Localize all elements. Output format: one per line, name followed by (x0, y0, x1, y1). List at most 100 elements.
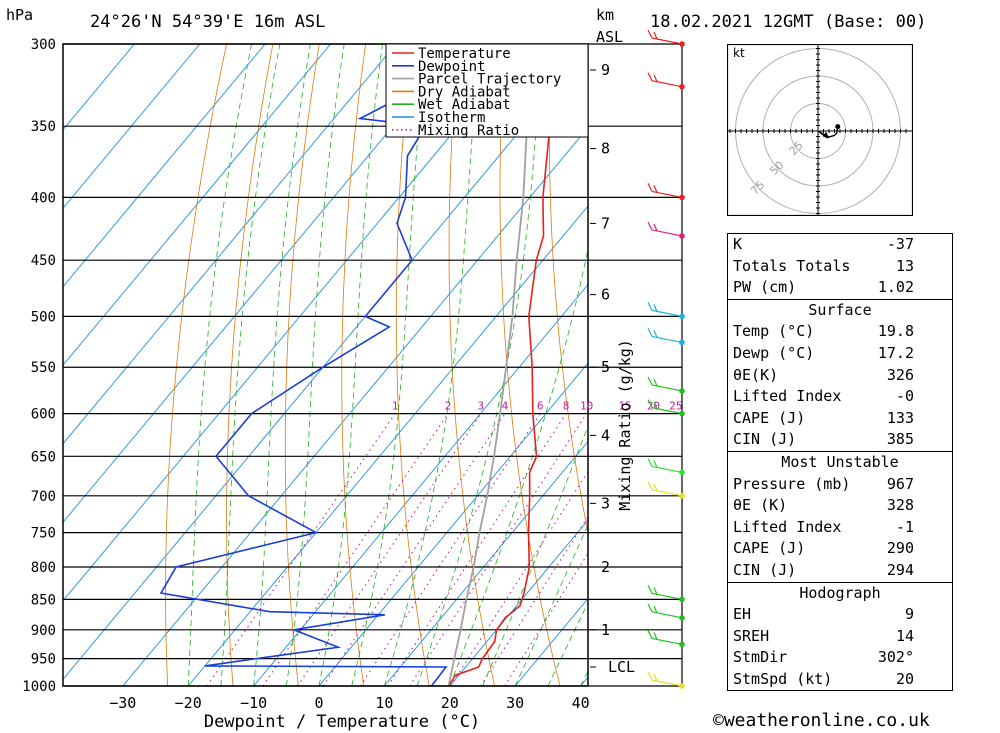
section-title: Surface (808, 300, 872, 319)
mixing-ratio-label: 15 (619, 400, 632, 413)
wind-barb (647, 72, 683, 88)
height-ref-label: ASL (596, 28, 624, 46)
index-label: Pressure (mb) (733, 474, 851, 493)
index-value: 294 (886, 560, 914, 579)
index-value: 385 (886, 430, 914, 449)
index-row: CAPE (J) 290 (728, 538, 952, 560)
index-row: SREH 14 (728, 626, 952, 648)
wind-barb (647, 183, 683, 198)
dry-adiabat-line (226, 44, 274, 686)
mixing-ratio-line (359, 413, 541, 686)
isotherm-line (187, 205, 588, 686)
wind-barb (647, 585, 683, 600)
pressure-tick-label: 950 (31, 652, 56, 668)
temperature-tick-label: −30 (109, 694, 136, 712)
index-row: CIN (J) 385 (728, 429, 952, 451)
index-label: StmDir (733, 648, 788, 667)
dry-adiabat-line (968, 44, 1000, 686)
section-title: Hodograph (799, 583, 881, 602)
wet-adiabat-line (514, 523, 588, 686)
x-axis-title: Dewpoint / Temperature (°C) (204, 712, 480, 732)
index-label: CAPE (J) (733, 408, 806, 427)
index-row: Pressure (mb) 967 (728, 474, 952, 496)
mixing-ratio-axis-title: Mixing Ratio (g/kg) (616, 339, 634, 511)
pressure-tick-label: 450 (31, 253, 56, 269)
index-value: -37 (886, 235, 914, 253)
plot-frame (62, 43, 589, 687)
pressure-tick-label: 900 (31, 623, 56, 639)
height-tick-label: 1 (601, 621, 610, 639)
isotherm-line (63, 44, 201, 209)
index-row: StmSpd (kt) 20 (728, 669, 952, 691)
legend-entry-label: Dewpoint (418, 59, 485, 75)
index-row: θE (K) 328 (728, 495, 952, 517)
pressure-tick-label: 1000 (22, 679, 56, 695)
wind-barb (647, 328, 683, 343)
section-title: Most Unstable (781, 452, 899, 471)
temperature-tick-label: 0 (314, 694, 323, 712)
isotherm-line (63, 44, 462, 523)
index-value: 328 (886, 496, 914, 515)
isotherm-line (122, 126, 588, 686)
mixing-ratio-label: 10 (580, 400, 593, 413)
temperature-tick-label: 20 (441, 694, 459, 712)
wind-barb (647, 481, 683, 497)
wind-barb (647, 29, 683, 45)
wind-barb (647, 630, 683, 646)
index-value: 1.02 (877, 278, 914, 297)
wind-barb (647, 603, 683, 619)
height-tick-label: 8 (601, 140, 610, 158)
height-tick-label: 9 (601, 61, 610, 79)
lcl-label: LCL (608, 658, 635, 676)
wet-adiabat-line (482, 424, 588, 686)
isotherm-line (253, 283, 588, 686)
height-unit-label: km (596, 6, 615, 24)
isotherm-line (63, 44, 266, 288)
index-value: 17.2 (877, 343, 914, 362)
isotherm-line (63, 44, 397, 445)
surface-indices: Surface Temp (°C) 19.8 Dewp (°C) 17.2 θE(K) 32… (727, 298, 953, 451)
index-row: CIN (J) 294 (728, 560, 952, 582)
wind-barb (647, 671, 683, 687)
index-label: Lifted Index (733, 387, 842, 406)
height-tick-label: 2 (601, 558, 610, 576)
index-label: CAPE (J) (733, 539, 806, 558)
isotherm-line (63, 48, 588, 680)
temperature-tick-label: 40 (572, 694, 590, 712)
isotherm-line (384, 440, 588, 686)
index-row: θE(K) 326 (728, 365, 952, 387)
wet-adiabat-line (384, 44, 480, 686)
mixing-ratio-label: 8 (563, 400, 570, 413)
legend-entry-label: Isotherm (418, 110, 485, 126)
most-unstable-indices: Most Unstable Pressure (mb) 967 θE (K) 328 Li… (727, 450, 953, 582)
index-label: EH (733, 605, 752, 624)
legend-entry-label: Dry Adiabat (418, 84, 511, 100)
mixing-ratio-line (262, 413, 449, 686)
dry-adiabat-line (597, 44, 691, 686)
index-value: -0 (895, 387, 914, 406)
mixing-ratio-line (297, 413, 482, 686)
mixing-ratio-line (322, 413, 506, 686)
temperature-tick-label: −10 (240, 694, 267, 712)
index-label: θE(K) (733, 365, 779, 384)
temperature-line (447, 44, 567, 686)
copyright-footer[interactable]: ©weatheronline.co.uk (713, 710, 930, 731)
index-label: CIN (J) (733, 560, 797, 579)
height-tick-label: 4 (601, 426, 610, 444)
dry-adiabat-line (284, 44, 320, 686)
index-label: PW (cm) (733, 278, 797, 297)
mixing-ratio-line (504, 552, 588, 686)
height-tick-label: 5 (601, 358, 610, 376)
isotherm-line (63, 44, 135, 131)
pressure-tick-label: 750 (31, 526, 56, 542)
pressure-tick-label: 700 (31, 489, 56, 505)
index-value: 326 (886, 365, 914, 384)
height-tick-label: 3 (601, 494, 610, 512)
pressure-tick-label: 350 (31, 119, 56, 135)
wind-level-dot (679, 339, 685, 346)
index-label: Temp (°C) (733, 322, 815, 341)
mixing-ratio-line (206, 413, 396, 686)
